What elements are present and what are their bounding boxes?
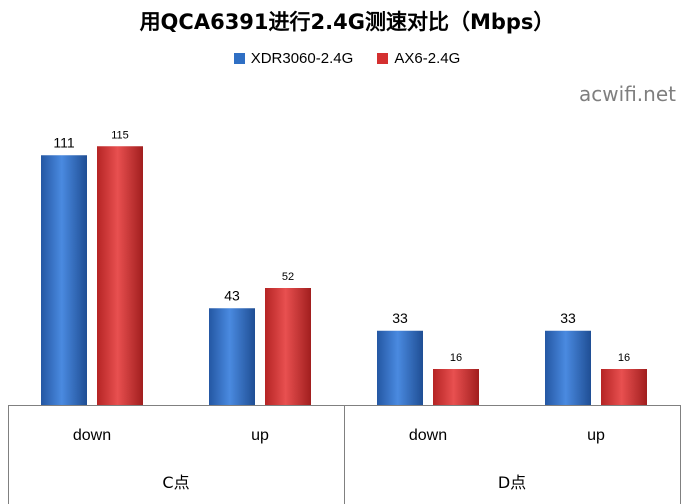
- bar-2-2: [265, 288, 311, 405]
- data-label-1-2: 43: [224, 287, 240, 303]
- data-label-2-4: 16: [618, 352, 630, 364]
- bar-2-4: [601, 369, 647, 405]
- legend-label-series-2: AX6-2.4G: [394, 50, 461, 67]
- data-label-1-4: 33: [560, 310, 576, 326]
- category-label-4: up: [587, 427, 605, 444]
- bar-1-3: [377, 330, 423, 405]
- category-label-3: down: [409, 427, 447, 444]
- data-label-2-1: 115: [111, 129, 129, 141]
- legend-swatch-series-1: [233, 53, 245, 64]
- legend-swatch-series-2: [377, 53, 389, 64]
- data-label-2-3: 16: [450, 352, 462, 364]
- watermark: acwifi.net: [579, 82, 676, 106]
- bar-2-3: [433, 369, 479, 405]
- bar-1-4: [545, 330, 591, 405]
- category-label-2: up: [251, 427, 269, 444]
- data-label-2-2: 52: [282, 271, 294, 283]
- legend-label-series-1: XDR3060-2.4G: [250, 50, 354, 67]
- legend: XDR3060-2.4G AX6-2.4G: [0, 50, 694, 68]
- data-label-1-1: 111: [53, 134, 74, 150]
- group-label-2: D点: [498, 473, 526, 492]
- group-label-1: C点: [162, 473, 189, 492]
- bar-2-1: [97, 146, 143, 405]
- bar-1-1: [41, 155, 87, 405]
- legend-item-series-2: AX6-2.4G: [377, 50, 460, 67]
- data-label-1-3: 33: [392, 310, 408, 326]
- legend-item-series-1: XDR3060-2.4G: [233, 50, 354, 67]
- chart-title: 用QCA6391进行2.4G测速对比（Mbps）: [139, 10, 555, 34]
- bar-1-2: [209, 308, 255, 405]
- category-label-1: down: [73, 427, 111, 444]
